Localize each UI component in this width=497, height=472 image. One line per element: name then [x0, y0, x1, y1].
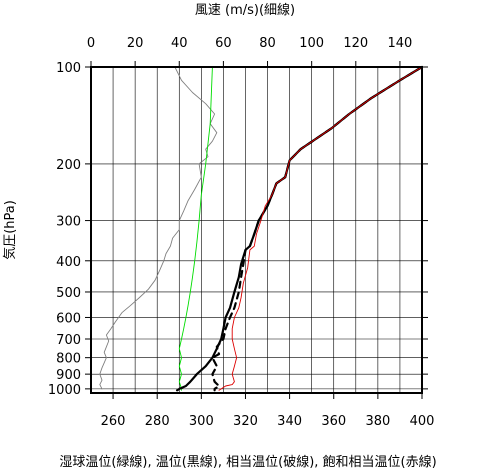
y-tick-label: 900: [56, 368, 81, 383]
y-tick-label: 500: [56, 286, 81, 301]
series-saturated_equivalent_theta-line: [218, 66, 423, 391]
top-tick-label: 140: [388, 36, 413, 51]
bottom-tick-label: 260: [101, 414, 126, 429]
bottom-tick-label: 340: [277, 414, 302, 429]
y-tick-label: 800: [56, 352, 81, 367]
y-tick-label: 400: [56, 255, 81, 270]
bottom-tick-label: 280: [145, 414, 170, 429]
bottom-tick-label: 300: [189, 414, 214, 429]
top-tick-label: 100: [299, 36, 324, 51]
top-tick-label: 120: [343, 36, 368, 51]
bottom-tick-label: 320: [233, 414, 258, 429]
y-tick-label: 700: [56, 333, 81, 348]
y-tick-label: 200: [56, 158, 81, 173]
bottom-tick-label: 380: [365, 414, 390, 429]
top-axis-title: 風速 (m/s)(細線): [195, 2, 295, 18]
bottom-tick-label: 400: [410, 414, 435, 429]
series-group: [99, 65, 424, 392]
series-wet_bulb_theta-line: [178, 66, 213, 391]
series-wind_speed-line: [99, 66, 218, 390]
bottom-tick-label: 360: [321, 414, 346, 429]
y-axis-title: 気圧(hPa): [2, 200, 18, 260]
top-tick-label: 20: [127, 36, 144, 51]
plot-frame: [90, 66, 423, 394]
top-tick-label: 0: [87, 36, 95, 51]
bottom-axis-title: 湿球温位(緑線), 温位(黒線), 相当温位(破線), 飽和相当温位(赤線): [59, 454, 436, 470]
top-tick-label: 60: [215, 36, 232, 51]
top-tick-label: 80: [259, 36, 276, 51]
top-tick-label: 40: [171, 36, 188, 51]
y-tick-label: 1000: [48, 383, 81, 398]
y-tick-label: 600: [56, 311, 81, 326]
y-tick-label: 300: [56, 215, 81, 230]
y-tick-label: 100: [56, 61, 81, 76]
